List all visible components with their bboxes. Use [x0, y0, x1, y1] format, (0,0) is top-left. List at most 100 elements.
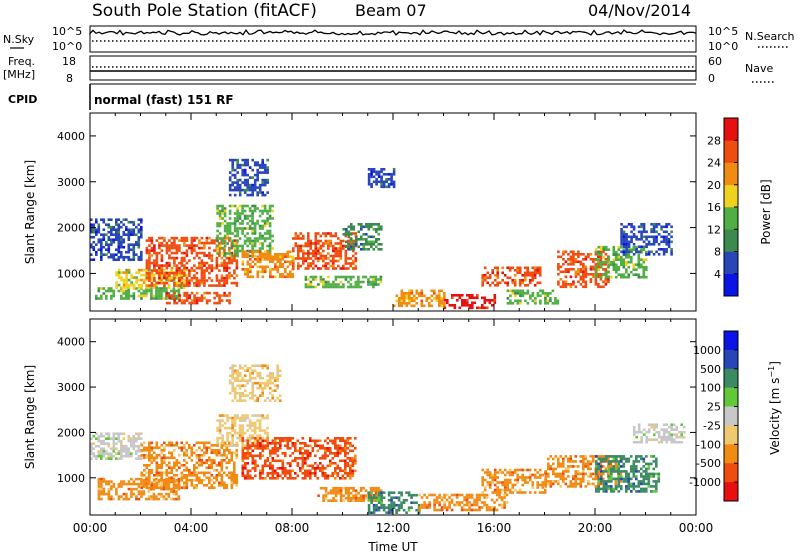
data-cell [150, 246, 154, 250]
data-cell [132, 487, 136, 491]
data-cell [178, 296, 181, 300]
data-cell [132, 255, 136, 259]
data-cell [289, 477, 292, 480]
data-cell [256, 260, 260, 264]
data-cell [473, 508, 476, 512]
data-cell [223, 261, 226, 265]
data-cell [516, 481, 519, 484]
data-cell [503, 503, 506, 507]
data-cell [261, 183, 264, 187]
data-cell [357, 245, 361, 249]
data-cell [97, 223, 101, 226]
data-cell [158, 479, 161, 482]
data-cell [622, 265, 626, 269]
data-cell [112, 482, 116, 486]
data-cell [625, 480, 628, 483]
data-cell [228, 266, 231, 270]
data-cell [266, 436, 269, 440]
data-cell [147, 268, 151, 272]
data-cell [148, 441, 151, 445]
data-cell [185, 239, 189, 242]
data-cell [579, 455, 583, 458]
data-cell [175, 461, 179, 465]
data-cell [137, 497, 141, 501]
data-cell [183, 476, 186, 480]
data-cell [370, 496, 373, 499]
data-cell [223, 264, 226, 267]
data-cell [309, 285, 313, 289]
data-cell [607, 265, 611, 269]
data-cell [622, 465, 626, 468]
data-cell [652, 228, 656, 231]
data-cell [256, 426, 259, 430]
data-cell [610, 472, 613, 476]
data-cell [228, 186, 232, 189]
data-cell [233, 271, 236, 275]
data-cell [115, 273, 118, 277]
data-cell [110, 437, 113, 440]
data-cell [248, 176, 252, 179]
data-cell [607, 457, 610, 461]
data-cell [246, 217, 249, 220]
data-cell [193, 276, 196, 280]
data-cell [615, 487, 618, 491]
data-cell [357, 238, 361, 241]
data-cell [150, 486, 154, 490]
data-cell [291, 452, 295, 455]
data-cell [645, 275, 648, 279]
data-cell [622, 250, 626, 254]
data-cell [642, 457, 646, 461]
data-cell [577, 268, 580, 271]
data-cell [150, 289, 153, 293]
data-cell [233, 227, 237, 230]
data-cell [546, 294, 550, 298]
data-cell [200, 294, 204, 297]
data-cell [377, 180, 381, 184]
data-cell [380, 503, 383, 507]
data-cell [236, 229, 239, 233]
data-cell [208, 464, 211, 467]
data-cell [453, 304, 457, 307]
data-cell [516, 269, 519, 272]
nsky-right-tick-top: 10^5 [708, 25, 738, 38]
data-cell [367, 228, 371, 231]
power-colorbar-segment [724, 118, 738, 141]
data-cell [241, 474, 245, 478]
data-cell [458, 306, 462, 310]
data-cell [597, 263, 601, 266]
data-cell [523, 274, 527, 277]
data-cell [195, 476, 199, 480]
data-cell [218, 429, 222, 432]
data-cell [496, 481, 499, 484]
data-cell [392, 491, 396, 494]
data-cell [130, 477, 133, 481]
data-cell [605, 245, 608, 249]
data-cell [241, 424, 244, 427]
data-cell [226, 229, 229, 233]
data-cell [120, 276, 123, 279]
data-cell [233, 242, 237, 245]
data-cell [251, 168, 254, 172]
data-cell [235, 479, 239, 482]
data-cell [97, 477, 101, 481]
data-cell [341, 447, 345, 450]
data-cell [137, 286, 141, 289]
data-cell [589, 455, 593, 458]
data-cell [148, 274, 151, 277]
data-cell [354, 259, 358, 263]
data-cell [453, 503, 456, 507]
data-cell [225, 256, 229, 260]
data-cell [344, 486, 348, 490]
data-cell [365, 240, 368, 244]
data-cell [281, 477, 285, 480]
data-cell [125, 297, 128, 300]
data-cell [137, 218, 141, 221]
data-cell [238, 439, 242, 442]
data-cell [122, 233, 126, 236]
data-cell [665, 238, 668, 241]
data-cell [90, 228, 93, 231]
data-cell [241, 441, 244, 445]
data-cell [110, 294, 113, 298]
data-cell [254, 462, 257, 465]
data-cell [132, 492, 136, 496]
